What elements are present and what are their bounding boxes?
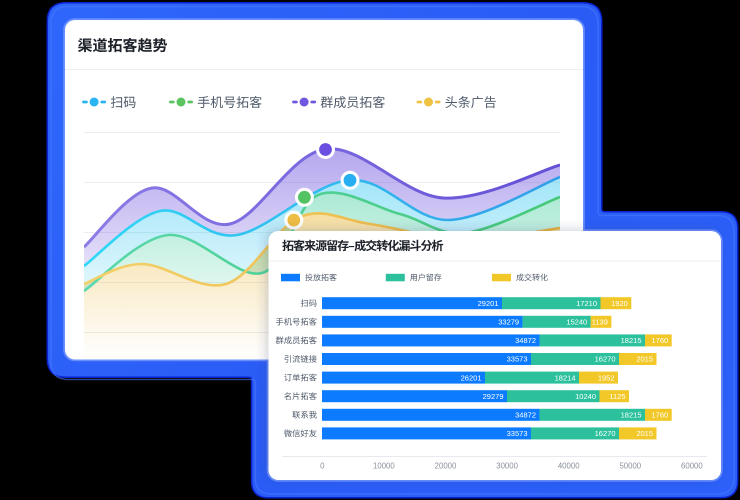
svg-text:10240: 10240 — [575, 392, 596, 401]
svg-text:29279: 29279 — [483, 392, 504, 401]
svg-text:34872: 34872 — [515, 336, 536, 345]
svg-text:1125: 1125 — [609, 392, 625, 401]
svg-text:18214: 18214 — [555, 373, 576, 382]
svg-text:1760: 1760 — [652, 411, 669, 420]
svg-text:16270: 16270 — [595, 429, 616, 438]
svg-text:33279: 33279 — [498, 318, 519, 327]
svg-text:1760: 1760 — [652, 336, 669, 345]
svg-text:1139: 1139 — [592, 318, 608, 327]
svg-text:2015: 2015 — [636, 355, 653, 364]
svg-text:18215: 18215 — [621, 411, 642, 420]
svg-text:50000: 50000 — [619, 462, 641, 471]
svg-text:34872: 34872 — [515, 411, 536, 420]
svg-text:60000: 60000 — [681, 462, 703, 471]
svg-text:0: 0 — [320, 462, 325, 471]
svg-text:10000: 10000 — [373, 462, 395, 471]
svg-text:33573: 33573 — [507, 355, 528, 364]
svg-text:15240: 15240 — [566, 318, 587, 327]
svg-text:1920: 1920 — [611, 299, 628, 308]
svg-text:26201: 26201 — [461, 373, 482, 382]
svg-text:1952: 1952 — [598, 373, 615, 382]
svg-text:18215: 18215 — [621, 336, 642, 345]
svg-text:2015: 2015 — [636, 429, 653, 438]
svg-text:29201: 29201 — [478, 299, 499, 308]
svg-text:17210: 17210 — [576, 299, 597, 308]
svg-text:20000: 20000 — [435, 462, 457, 471]
svg-text:30000: 30000 — [496, 462, 518, 471]
svg-text:33573: 33573 — [507, 429, 528, 438]
svg-text:40000: 40000 — [558, 462, 580, 471]
svg-text:16270: 16270 — [595, 355, 616, 364]
